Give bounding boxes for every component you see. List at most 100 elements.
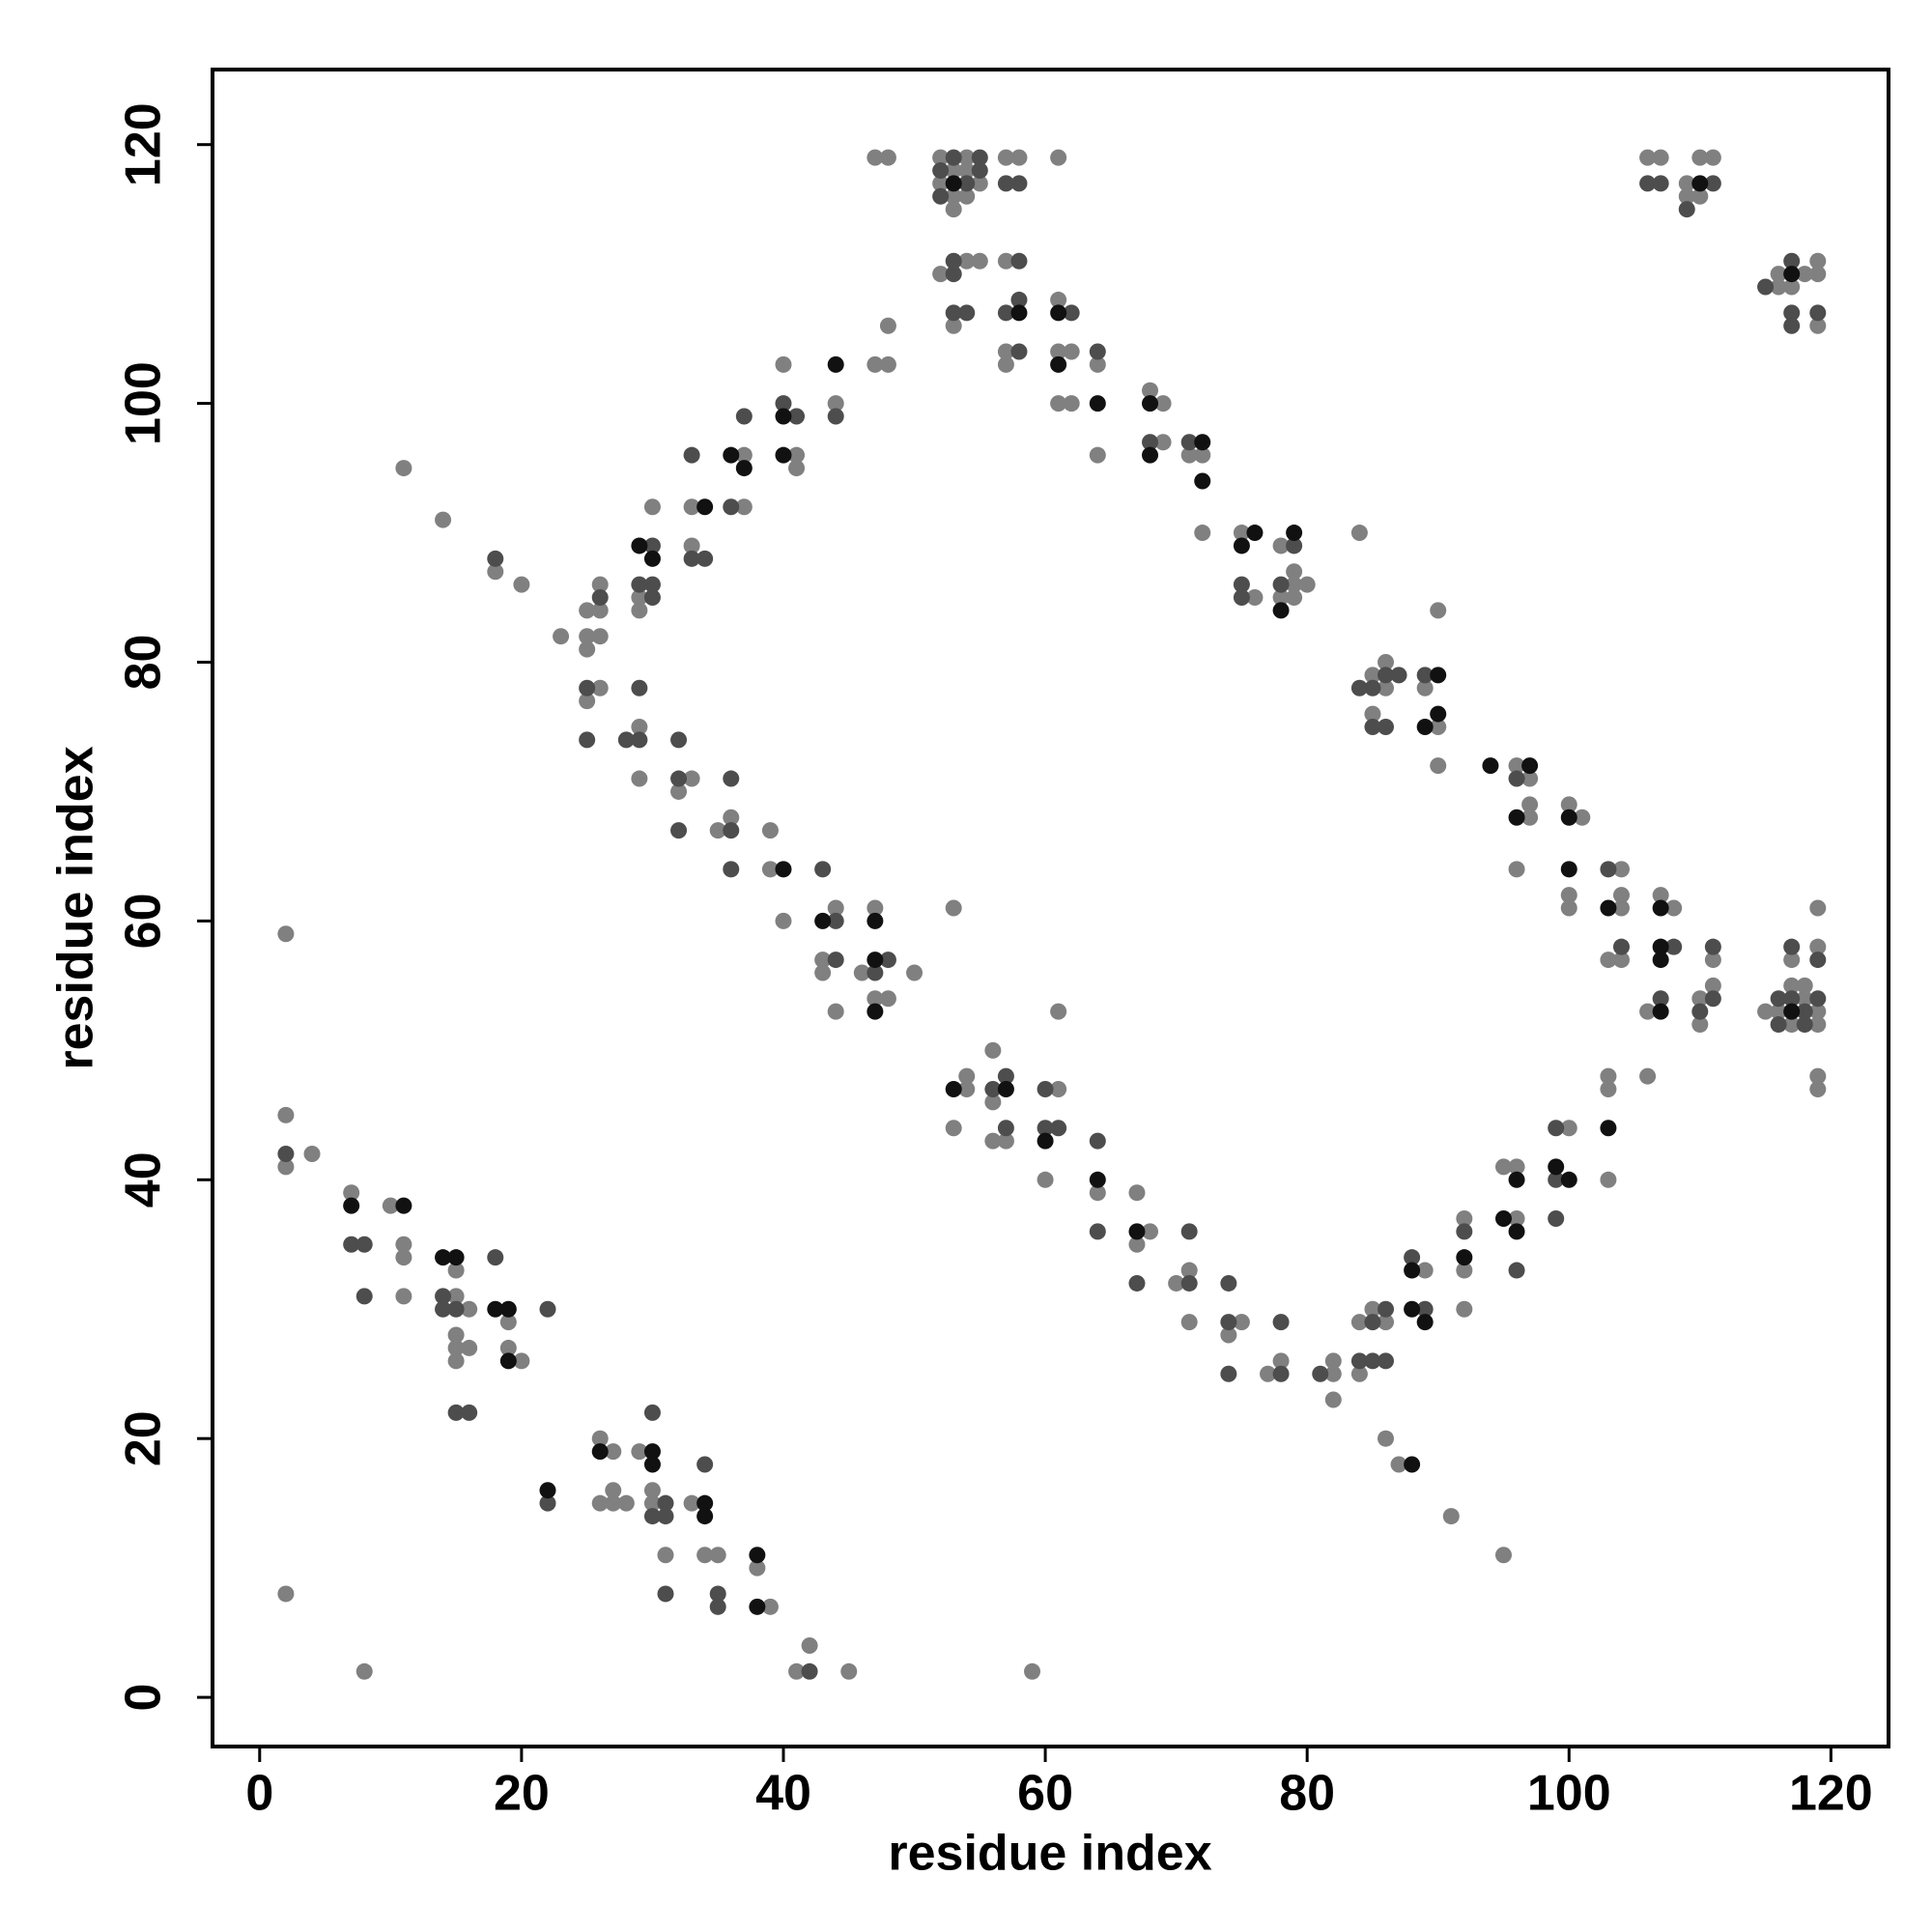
point xyxy=(1404,1300,1421,1318)
point xyxy=(1442,1508,1460,1525)
point xyxy=(1430,718,1447,735)
point xyxy=(879,149,896,166)
point xyxy=(1456,1262,1473,1279)
point xyxy=(1704,149,1721,166)
point xyxy=(1168,1274,1185,1292)
point xyxy=(867,899,884,917)
point xyxy=(723,446,740,464)
point xyxy=(277,1585,295,1603)
point xyxy=(1286,576,1303,593)
point xyxy=(1560,1171,1577,1188)
point xyxy=(1404,1262,1421,1279)
point xyxy=(1050,291,1067,308)
point xyxy=(1364,679,1381,696)
y-tick-label: 120 xyxy=(116,102,172,186)
point xyxy=(1796,990,1813,1008)
point xyxy=(775,912,792,929)
point xyxy=(997,252,1014,270)
point xyxy=(1233,1314,1250,1331)
point xyxy=(1272,589,1290,607)
point xyxy=(997,343,1014,360)
point xyxy=(1010,252,1028,270)
point xyxy=(1809,252,1827,270)
point xyxy=(670,770,688,787)
point xyxy=(814,861,832,878)
point xyxy=(1233,525,1250,542)
point xyxy=(631,679,648,696)
point xyxy=(1600,952,1617,969)
y-tick-label: 0 xyxy=(116,1684,172,1712)
point xyxy=(539,1300,556,1318)
point xyxy=(1770,1003,1787,1020)
point xyxy=(683,498,700,516)
point xyxy=(932,161,950,179)
point xyxy=(997,1081,1014,1098)
point xyxy=(1416,679,1434,696)
point xyxy=(1796,1003,1813,1020)
point xyxy=(1390,1456,1407,1473)
point xyxy=(971,175,988,192)
point xyxy=(1430,667,1447,684)
point xyxy=(513,1352,530,1370)
point xyxy=(1612,887,1630,904)
point xyxy=(1378,1430,1394,1447)
point xyxy=(539,1482,556,1499)
point xyxy=(1783,266,1801,283)
point xyxy=(1652,887,1669,904)
point xyxy=(657,1585,674,1603)
point xyxy=(1350,679,1368,696)
point xyxy=(997,1067,1014,1085)
point xyxy=(1364,1314,1381,1331)
point xyxy=(499,1339,517,1356)
point xyxy=(1521,757,1539,775)
point xyxy=(1324,1365,1342,1382)
x-tick-label: 20 xyxy=(494,1766,550,1822)
point xyxy=(1416,1314,1434,1331)
point xyxy=(435,1300,452,1318)
point xyxy=(355,1236,373,1253)
point xyxy=(984,1132,1002,1150)
x-tick-label: 0 xyxy=(245,1766,273,1822)
point xyxy=(1233,537,1250,554)
point xyxy=(1010,304,1028,322)
point xyxy=(958,175,976,192)
point xyxy=(1809,1016,1827,1034)
point xyxy=(395,460,412,477)
point xyxy=(1089,1184,1106,1202)
point xyxy=(447,1352,465,1370)
point xyxy=(1233,576,1250,593)
point xyxy=(670,782,688,800)
point xyxy=(1494,1547,1512,1564)
point xyxy=(1783,252,1801,270)
point xyxy=(1508,1223,1525,1240)
point xyxy=(723,822,740,839)
point xyxy=(1704,990,1721,1008)
point xyxy=(971,149,988,166)
point xyxy=(657,1494,674,1512)
point xyxy=(788,408,806,425)
point xyxy=(591,1430,609,1447)
point xyxy=(1704,175,1721,192)
point xyxy=(1809,304,1827,322)
point xyxy=(1378,667,1394,684)
point xyxy=(643,1404,661,1421)
point xyxy=(984,1094,1002,1111)
point xyxy=(1063,343,1080,360)
point xyxy=(1665,938,1683,955)
point xyxy=(945,1081,962,1098)
point xyxy=(867,355,884,373)
x-axis-label: residue index xyxy=(888,1826,1211,1882)
point xyxy=(487,550,504,567)
point xyxy=(1142,434,1159,451)
point xyxy=(1089,355,1106,373)
point xyxy=(1416,718,1434,735)
point xyxy=(1508,1158,1525,1176)
point xyxy=(1272,537,1290,554)
point xyxy=(1272,602,1290,619)
point xyxy=(827,912,844,929)
point xyxy=(591,1443,609,1461)
point xyxy=(945,317,962,334)
point xyxy=(997,149,1014,166)
point xyxy=(1639,1067,1657,1085)
point xyxy=(461,1339,478,1356)
